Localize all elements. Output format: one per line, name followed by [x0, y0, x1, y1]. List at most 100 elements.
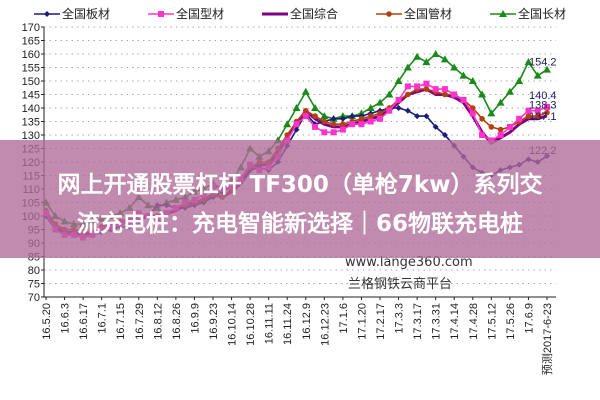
data-point	[431, 50, 440, 57]
watermark-url: www.lange360.com	[345, 255, 473, 270]
y-tick-label: 160	[22, 49, 40, 61]
data-point	[330, 115, 337, 122]
legend-item: 全国型材	[148, 6, 224, 21]
data-point	[321, 129, 328, 136]
data-point	[395, 105, 402, 111]
data-point	[377, 115, 383, 122]
data-point	[386, 11, 392, 17]
data-point	[544, 103, 550, 110]
data-point	[385, 90, 394, 98]
banner-line-1[interactable]: 网上开通股票杠杆 TF300（单枪7kw）系列交	[58, 171, 543, 198]
data-point	[460, 96, 467, 103]
data-point	[302, 113, 309, 120]
data-point	[377, 110, 383, 117]
x-tick-label: 16.12.9	[301, 303, 313, 340]
y-tick-label: 145	[22, 90, 40, 102]
x-tick-label: 16.11.11	[264, 303, 276, 344]
data-point	[302, 107, 309, 114]
end-value-label: 137.1	[529, 111, 557, 123]
data-point	[459, 71, 468, 79]
data-point	[544, 109, 550, 116]
data-point	[320, 112, 329, 120]
x-tick-label: 17.2.17	[375, 303, 387, 340]
legend-label: 全国管材	[404, 6, 452, 21]
x-tick-label: 16.7.1	[97, 303, 109, 334]
data-point	[338, 112, 347, 120]
x-tick-label: 16.12.23	[319, 303, 331, 346]
x-tick-label: 16.8.26	[171, 303, 183, 340]
data-point	[497, 132, 504, 138]
data-point	[312, 113, 318, 119]
data-point	[403, 63, 412, 71]
x-tick-label: 17.4.14	[449, 303, 461, 340]
y-tick-label: 140	[22, 103, 40, 115]
data-point	[394, 77, 403, 84]
data-point	[432, 123, 439, 130]
data-point	[440, 55, 449, 63]
data-point	[478, 90, 487, 98]
end-value-label: 138.3	[529, 100, 557, 112]
x-tick-label: 16.7.29	[134, 303, 146, 340]
x-tick-label: 16.6.3	[60, 303, 72, 334]
x-tick-label: 16.7.15	[115, 303, 127, 340]
data-point	[525, 113, 532, 119]
data-point	[366, 104, 375, 111]
data-point	[293, 121, 300, 128]
data-point	[357, 109, 366, 117]
data-point	[497, 126, 504, 133]
data-point	[423, 80, 430, 87]
data-point	[413, 52, 422, 60]
data-point	[487, 109, 496, 117]
y-tick-label: 170	[22, 22, 40, 34]
legend-label: 全国型材	[176, 6, 224, 21]
y-tick-label: 130	[22, 130, 40, 142]
data-point	[468, 77, 477, 84]
ad-banner[interactable]	[0, 140, 600, 258]
x-tick-label: 17.3.17	[412, 303, 424, 340]
x-tick-label: 预测2017-6-23	[541, 303, 554, 375]
x-tick-label: 17.3.31	[431, 303, 443, 340]
x-tick-label: 17.4.28	[468, 303, 480, 340]
y-tick-label: 165	[22, 36, 40, 48]
legend: 全国板材 全国型材 全国综合 全国管材 全国长材	[34, 6, 566, 21]
data-point	[469, 110, 476, 117]
data-point	[414, 83, 421, 90]
data-point	[488, 124, 495, 130]
legend-label: 全国长材	[518, 6, 566, 21]
data-point	[499, 10, 507, 17]
data-point	[386, 107, 393, 114]
data-point	[376, 98, 384, 106]
data-point	[321, 118, 328, 125]
legend-item: 全国管材	[376, 6, 452, 21]
x-tick-label: 17.5.26	[505, 303, 517, 340]
x-tick-label: 16.10.28	[245, 303, 257, 346]
data-point	[534, 113, 541, 119]
y-tick-label: 155	[22, 63, 40, 75]
data-point	[312, 123, 319, 130]
y-tick-label: 80	[28, 265, 40, 277]
data-point	[422, 58, 431, 66]
banner-line-2[interactable]: 流充电桩：充电智能新选择｜66物联充电桩	[77, 210, 523, 237]
data-point	[311, 104, 320, 111]
y-tick-label: 75	[28, 279, 40, 291]
data-point	[423, 86, 430, 92]
data-point	[330, 121, 337, 127]
data-point	[283, 120, 292, 128]
data-point	[515, 77, 524, 84]
data-point	[358, 116, 365, 122]
data-point	[367, 113, 374, 119]
x-tick-label: 16.9.9	[189, 303, 201, 334]
data-point	[405, 91, 411, 98]
x-tick-label: 17.6.9	[523, 303, 535, 334]
data-point	[404, 107, 411, 114]
watermark-name: 兰格钢铁云商平台	[348, 276, 452, 292]
data-point	[339, 126, 346, 133]
y-tick-label: 70	[28, 292, 40, 304]
data-point	[534, 107, 541, 114]
data-point	[479, 116, 485, 122]
data-point	[441, 132, 448, 138]
x-tick-label: 16.6.17	[78, 303, 90, 340]
legend-label: 全国综合	[290, 6, 338, 21]
data-point	[432, 86, 439, 93]
